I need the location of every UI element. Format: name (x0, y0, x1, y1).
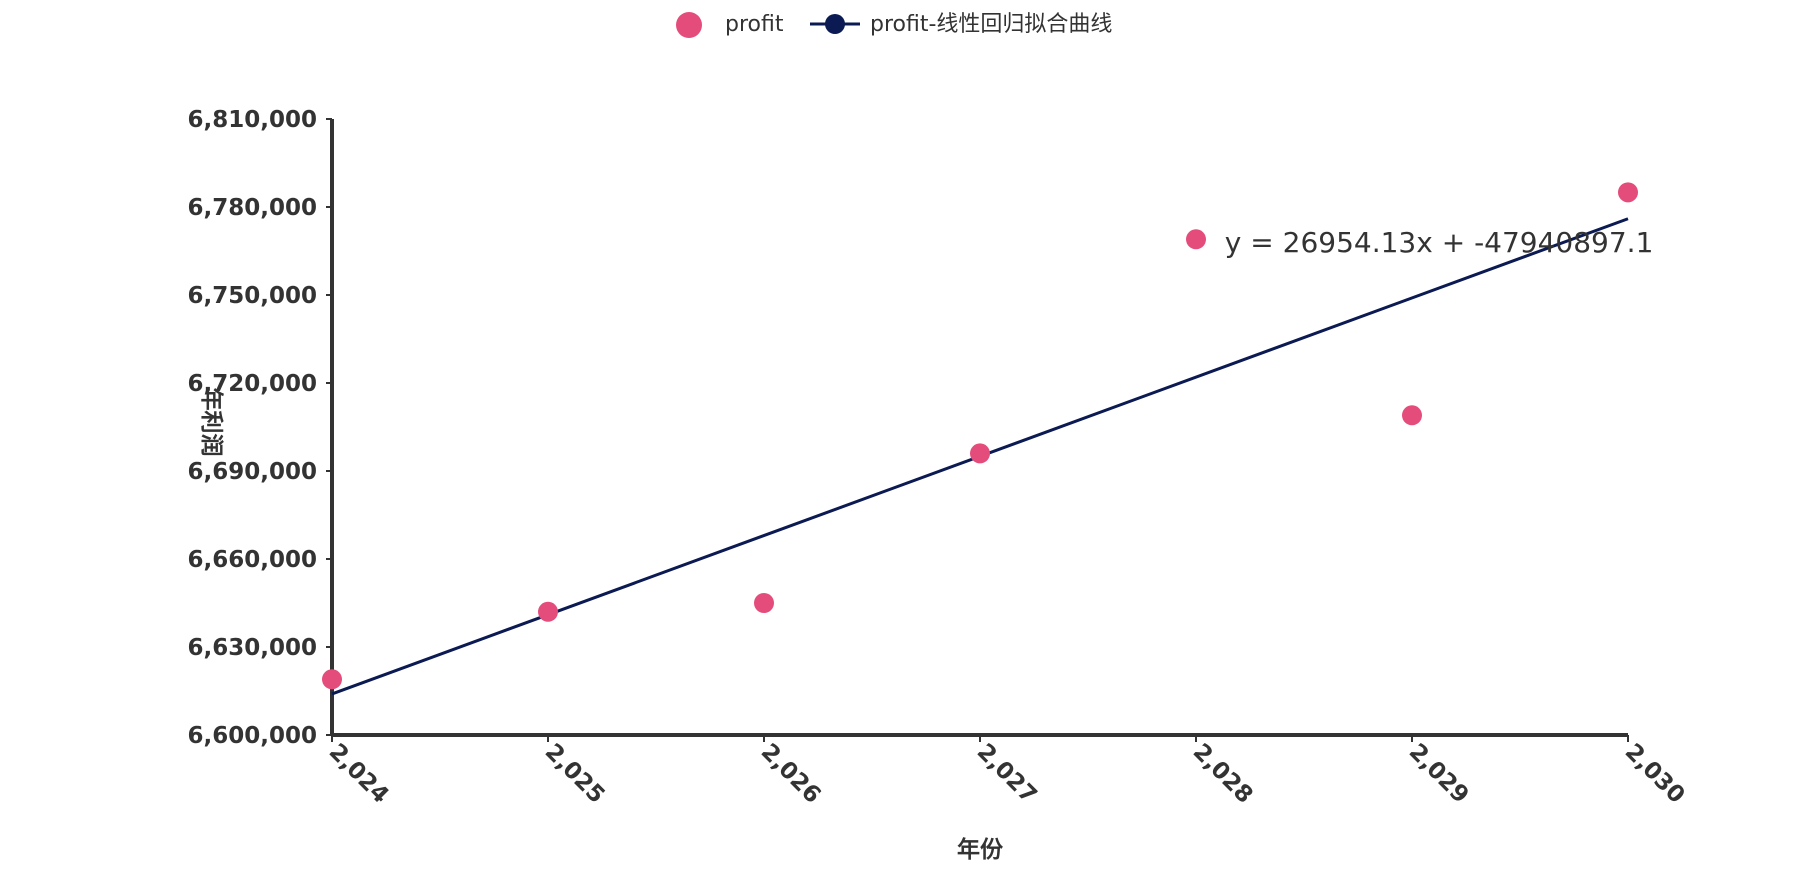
data-point (1402, 405, 1422, 426)
y-tick-label: 6,660,000 (188, 547, 318, 573)
y-tick-label: 6,810,000 (188, 107, 318, 133)
x-tick-label: 2,024 (324, 739, 394, 809)
y-tick-label: 6,750,000 (188, 283, 318, 309)
y-tick-label: 6,780,000 (188, 195, 318, 221)
legend-profit-label: profit (725, 12, 784, 37)
y-tick-label: 6,720,000 (188, 371, 318, 397)
legend-fit-marker (825, 14, 845, 34)
data-point (538, 601, 558, 622)
x-tick-label: 2,027 (972, 739, 1042, 809)
legend-fit-label: profit-线性回归拟合曲线 (870, 12, 1112, 37)
scatter-points-layer (322, 182, 1638, 690)
x-tick-label: 2,026 (756, 739, 826, 809)
x-tick-label: 2,030 (1620, 739, 1690, 809)
x-tick-label: 2,029 (1404, 739, 1474, 809)
x-tick-label: 2,025 (540, 739, 610, 809)
axes (330, 119, 1628, 737)
data-point (970, 443, 990, 464)
data-point (754, 593, 774, 613)
x-axis-title: 年份 (957, 836, 1004, 863)
y-tick-label: 6,630,000 (188, 635, 318, 661)
data-point (322, 669, 342, 690)
regression-equation: y = 26954.13x + -47940897.1 (1225, 226, 1654, 259)
data-point (1618, 182, 1638, 203)
y-axis-title: 年利润 (198, 388, 225, 457)
y-tick-label: 6,600,000 (188, 723, 318, 749)
y-tick-label: 6,690,000 (188, 459, 318, 485)
legend: profit profit-线性回归拟合曲线 (676, 12, 1112, 38)
data-point (1186, 229, 1206, 250)
y-axis-ticks: 6,600,000 6,630,000 6,660,000 6,690,000 6,72… (188, 107, 332, 749)
legend-profit-marker (676, 12, 702, 38)
x-tick-label: 2,028 (1188, 739, 1258, 809)
x-axis-ticks: 2,024 2,025 2,026 2,027 2,028 2,029 2,030 (324, 735, 1690, 809)
